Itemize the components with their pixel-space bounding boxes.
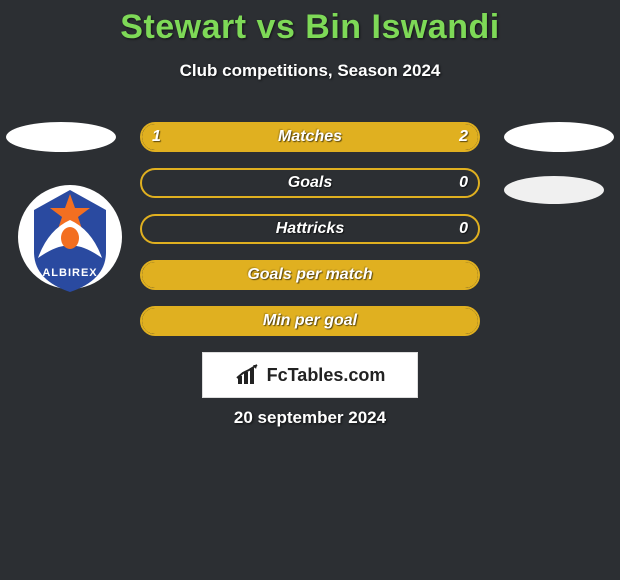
stat-bar: Min per goal <box>140 306 480 336</box>
player-right-ellipse-2 <box>504 176 604 204</box>
club-badge: ALBIREX <box>18 180 122 294</box>
player-right-ellipse-1 <box>504 122 614 152</box>
logo-text: FcTables.com <box>267 365 386 386</box>
stat-bar: Goals per match <box>140 260 480 290</box>
stat-label: Min per goal <box>142 308 478 334</box>
player-left-ellipse <box>6 122 116 152</box>
stat-bar: 0Hattricks <box>140 214 480 244</box>
stat-bar: 12Matches <box>140 122 480 152</box>
comparison-bars: 12Matches 0Goals 0Hattricks Goals per match… <box>140 122 480 352</box>
stat-label: Hattricks <box>142 216 478 242</box>
site-logo: FcTables.com <box>202 352 418 398</box>
stat-label: Goals <box>142 170 478 196</box>
subtitle: Club competitions, Season 2024 <box>0 61 620 81</box>
stat-label: Goals per match <box>142 262 478 288</box>
stat-bar: 0Goals <box>140 168 480 198</box>
stat-label: Matches <box>142 124 478 150</box>
svg-text:ALBIREX: ALBIREX <box>42 267 97 279</box>
chart-icon <box>235 364 261 386</box>
date-text: 20 september 2024 <box>0 408 620 428</box>
page-title: Stewart vs Bin Iswandi <box>0 0 620 47</box>
